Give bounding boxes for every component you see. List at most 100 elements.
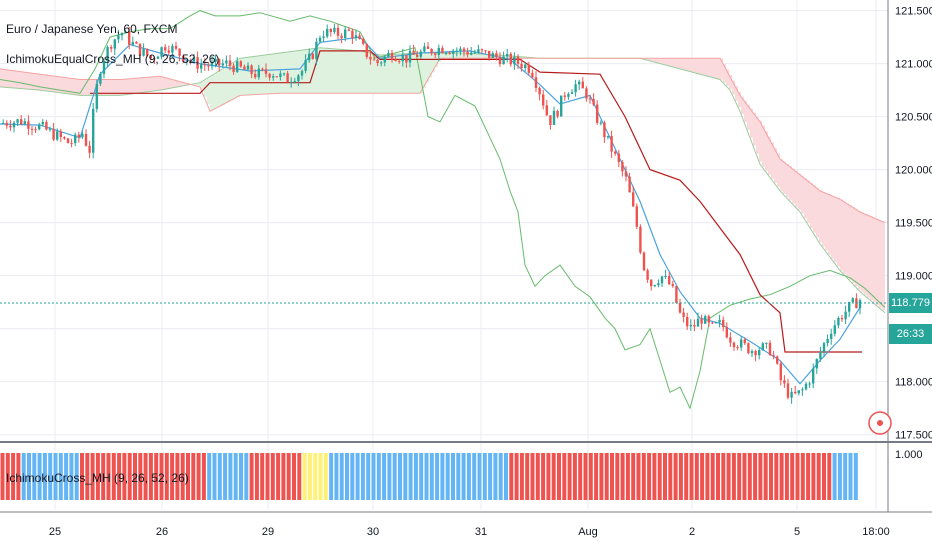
cloud-slice bbox=[816, 187, 819, 238]
sub-bar-red bbox=[610, 453, 614, 500]
sub-bar-red bbox=[180, 453, 185, 500]
cloud-slice bbox=[690, 58, 693, 72]
x-tick-label: 5 bbox=[794, 526, 800, 538]
sub-bar-red bbox=[784, 453, 789, 500]
sub-bar-blue bbox=[212, 453, 217, 500]
sub-bar-red bbox=[249, 453, 254, 500]
sub-bar-yellow bbox=[318, 453, 323, 500]
candle-body bbox=[419, 51, 422, 57]
cloud-slice bbox=[705, 58, 708, 76]
cloud-slice bbox=[48, 75, 51, 92]
cloud-slice bbox=[159, 76, 162, 91]
candle-body bbox=[473, 52, 476, 54]
candle-body bbox=[617, 153, 620, 162]
candle-body bbox=[772, 355, 775, 357]
candle-body bbox=[398, 60, 401, 62]
candle-body bbox=[63, 137, 66, 139]
sub-bar-blue bbox=[27, 453, 31, 500]
cloud-slice bbox=[228, 65, 231, 102]
candle-body bbox=[88, 145, 91, 153]
cloud-slice bbox=[285, 52, 288, 94]
cloud-slice bbox=[672, 58, 675, 67]
cloud-slice bbox=[489, 54, 492, 59]
sub-bar-red bbox=[170, 453, 175, 500]
sub-bar-red bbox=[774, 453, 779, 500]
y-tick-label: 119.000 bbox=[895, 271, 932, 283]
sub-bar-blue bbox=[58, 453, 63, 500]
cloud-slice bbox=[810, 182, 813, 228]
sub-bar-blue bbox=[350, 453, 355, 500]
cloud-slice bbox=[465, 53, 468, 59]
sub-bar-red bbox=[551, 453, 556, 500]
candle-body bbox=[480, 49, 484, 51]
cloud-slice bbox=[666, 58, 669, 66]
cloud-slice bbox=[411, 53, 414, 94]
cloud-slice bbox=[879, 220, 882, 308]
candle-body bbox=[830, 333, 833, 339]
sub-bar-red bbox=[652, 453, 657, 500]
sub-bar-blue bbox=[360, 453, 365, 500]
sub-bar-yellow bbox=[323, 453, 328, 500]
cloud-slice bbox=[15, 70, 18, 89]
cloud-slice bbox=[819, 190, 822, 243]
cloud-slice bbox=[51, 75, 54, 92]
sub-bar-blue bbox=[477, 453, 482, 500]
candle-body bbox=[437, 47, 440, 55]
cloud-slice bbox=[834, 196, 837, 263]
candle-body bbox=[369, 56, 372, 60]
cloud-slice bbox=[372, 53, 375, 94]
cloud-slice bbox=[324, 48, 327, 94]
cloud-slice bbox=[39, 74, 42, 91]
cloud-slice bbox=[306, 49, 309, 94]
sub-bar-red bbox=[175, 453, 180, 500]
cloud-slice bbox=[33, 73, 36, 90]
cloud-slice bbox=[72, 78, 75, 95]
cloud-slice bbox=[858, 210, 861, 290]
sub-bar-blue bbox=[472, 453, 477, 500]
candle-body bbox=[668, 275, 671, 285]
cloud-slice bbox=[723, 63, 726, 83]
cloud-slice bbox=[768, 136, 771, 175]
sub-bar-blue bbox=[74, 453, 79, 500]
candle-body bbox=[275, 76, 278, 78]
cloud-slice bbox=[141, 77, 144, 93]
cloud-slice bbox=[186, 83, 189, 86]
cloud-slice bbox=[450, 53, 453, 59]
cloud-slice bbox=[699, 58, 702, 74]
cloud-slice bbox=[765, 131, 768, 171]
candle-body bbox=[232, 65, 235, 72]
candle-body bbox=[340, 35, 343, 38]
cloud-slice bbox=[84, 79, 87, 96]
cloud-slice bbox=[357, 50, 360, 94]
cloud-slice bbox=[90, 79, 93, 96]
x-tick-label: 18:00 bbox=[862, 526, 890, 538]
cloud-slice bbox=[3, 69, 6, 88]
cloud-slice bbox=[483, 54, 486, 59]
cloud-slice bbox=[54, 76, 57, 92]
sub-bar-blue bbox=[334, 453, 339, 500]
candle-body bbox=[77, 134, 80, 138]
sub-bar-red bbox=[16, 453, 21, 500]
candle-body bbox=[588, 98, 592, 100]
cloud-slice bbox=[261, 55, 264, 95]
cloud-slice bbox=[354, 50, 357, 94]
cloud-slice bbox=[741, 96, 744, 114]
cloud-slice bbox=[234, 61, 237, 99]
candle-body bbox=[542, 94, 545, 106]
cloud-slice bbox=[27, 72, 30, 90]
candle-body bbox=[578, 81, 581, 85]
cloud-slice bbox=[423, 53, 426, 89]
candle-body bbox=[401, 54, 404, 62]
sub-bar-blue bbox=[48, 453, 53, 500]
y-tick-label: 120.000 bbox=[895, 165, 932, 177]
sub-bar-blue bbox=[217, 453, 222, 500]
cloud-slice bbox=[453, 53, 456, 59]
sub-bar-red bbox=[583, 453, 588, 500]
sub-bar-blue bbox=[413, 453, 418, 500]
candle-body bbox=[315, 41, 318, 59]
cloud-slice bbox=[219, 71, 222, 107]
cloud-slice bbox=[111, 79, 114, 96]
cloud-slice bbox=[42, 74, 45, 91]
candle-body bbox=[297, 75, 300, 82]
